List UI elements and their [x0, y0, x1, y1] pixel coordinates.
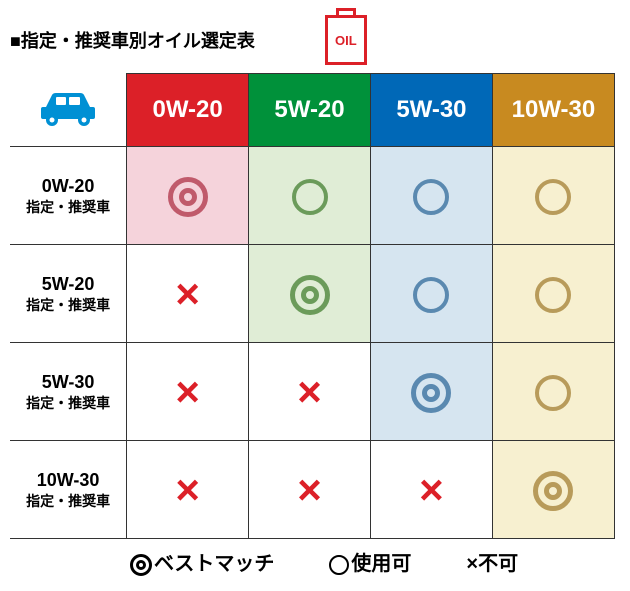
page-title: ■指定・推奨車別オイル選定表 — [10, 27, 255, 53]
col-head-2: 5W-30 — [370, 74, 492, 147]
usable-icon — [535, 179, 571, 215]
circle-icon — [329, 555, 349, 575]
compat-cell — [249, 147, 371, 245]
not-usable-icon: × — [297, 368, 322, 416]
table-row: 10W-30指定・推奨車 × × × — [10, 441, 615, 539]
best-match-icon — [168, 177, 208, 217]
oil-can-label: OIL — [335, 33, 357, 48]
oil-can-icon: OIL — [325, 15, 367, 65]
usable-icon — [292, 179, 328, 215]
usable-icon — [535, 375, 571, 411]
double-circle-icon — [130, 554, 152, 576]
compat-cell — [492, 441, 614, 539]
best-match-icon — [533, 471, 573, 511]
not-usable-icon: × — [297, 466, 322, 514]
title-row: ■指定・推奨車別オイル選定表 OIL — [10, 15, 620, 65]
compat-cell — [492, 245, 614, 343]
compat-cell — [370, 147, 492, 245]
col-head-0: 0W-20 — [127, 74, 249, 147]
compat-cell — [492, 147, 614, 245]
row-head: 5W-20指定・推奨車 — [10, 245, 127, 343]
compat-cell: × — [249, 441, 371, 539]
legend-best: ベストマッチ — [130, 547, 274, 576]
best-match-icon — [411, 373, 451, 413]
compat-cell — [127, 147, 249, 245]
not-usable-icon: × — [175, 270, 200, 318]
row-head: 0W-20指定・推奨車 — [10, 147, 127, 245]
row-head: 10W-30指定・推奨車 — [10, 441, 127, 539]
compat-cell — [370, 343, 492, 441]
not-usable-icon: × — [175, 368, 200, 416]
compat-cell: × — [249, 343, 371, 441]
col-head-3: 10W-30 — [492, 74, 614, 147]
oil-selection-table: 0W-20 5W-20 5W-30 10W-30 0W-20指定・推奨車5W-2… — [10, 73, 615, 539]
compat-cell: × — [127, 343, 249, 441]
table-body: 0W-20指定・推奨車5W-20指定・推奨車×5W-30指定・推奨車××10W-… — [10, 147, 615, 539]
usable-icon — [413, 179, 449, 215]
usable-icon — [413, 277, 449, 313]
not-usable-icon: × — [175, 466, 200, 514]
car-icon — [38, 87, 98, 127]
legend: ベストマッチ 使用可 ×不可 — [10, 547, 620, 576]
legend-ok: 使用可 — [329, 547, 411, 576]
table-header-row: 0W-20 5W-20 5W-30 10W-30 — [10, 74, 615, 147]
corner-cell — [10, 74, 127, 147]
compat-cell — [249, 245, 371, 343]
compat-cell — [370, 245, 492, 343]
legend-no: ×不可 — [466, 547, 518, 576]
col-head-1: 5W-20 — [249, 74, 371, 147]
compat-cell — [492, 343, 614, 441]
not-usable-icon: × — [419, 466, 444, 514]
row-head: 5W-30指定・推奨車 — [10, 343, 127, 441]
usable-icon — [535, 277, 571, 313]
compat-cell: × — [127, 245, 249, 343]
table-row: 5W-20指定・推奨車 × — [10, 245, 615, 343]
table-row: 0W-20指定・推奨車 — [10, 147, 615, 245]
compat-cell: × — [127, 441, 249, 539]
best-match-icon — [290, 275, 330, 315]
table-row: 5W-30指定・推奨車 × × — [10, 343, 615, 441]
compat-cell: × — [370, 441, 492, 539]
